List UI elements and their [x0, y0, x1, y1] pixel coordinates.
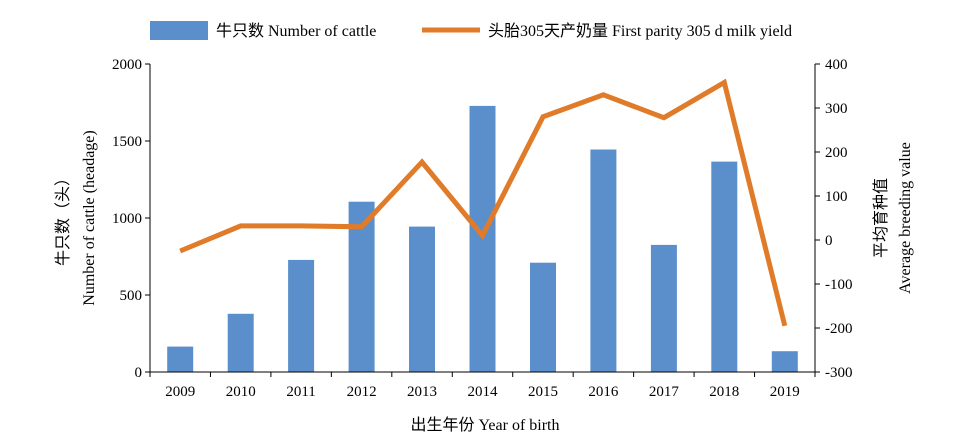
right-axis-title-en: Average breeding value — [897, 142, 914, 294]
left-tick-label: 0 — [135, 365, 143, 381]
x-tick-label: 2014 — [468, 384, 499, 400]
right-tick-label: 200 — [825, 145, 848, 161]
right-tick-label: -200 — [825, 321, 853, 337]
bar-2019 — [771, 351, 798, 372]
bar-2012 — [348, 201, 375, 372]
left-axis-title: 牛只数（头） Number of cattle (headage) — [54, 130, 98, 305]
left-tick-label: 500 — [120, 288, 143, 304]
legend-line-label: 头胎305天产奶量 First parity 305 d milk yield — [488, 22, 792, 40]
right-tick-label: -300 — [825, 365, 853, 381]
tick-labels: 2009 2010 2011 2012 2013 2014 2015 2016 2017 2018… — [112, 57, 853, 400]
right-tick-label: 300 — [825, 101, 848, 117]
bar-2016 — [590, 149, 617, 372]
left-axis-title-en: Number of cattle (headage) — [81, 130, 98, 305]
bar-2018 — [711, 161, 738, 372]
x-tick-label: 2010 — [226, 384, 256, 400]
x-tick-label: 2016 — [588, 384, 619, 400]
x-tick-label: 2015 — [528, 384, 558, 400]
legend-bar-label: 牛只数 Number of cattle — [216, 22, 376, 40]
x-tick-label: 2009 — [165, 384, 195, 400]
bar-2017 — [650, 244, 677, 372]
left-tick-label: 2000 — [112, 57, 142, 73]
right-tick-label: 100 — [825, 189, 848, 205]
right-axis-title: 平均育种值 Average breeding value — [872, 142, 914, 294]
right-axis-title-cn: 平均育种值 — [872, 178, 890, 258]
x-tick-label: 2017 — [649, 384, 680, 400]
bar-2011 — [288, 259, 315, 372]
legend-bar-swatch — [150, 21, 208, 40]
right-tick-label: 400 — [825, 57, 848, 73]
left-axis-title-cn: 牛只数（头） — [54, 170, 72, 266]
x-tick-label: 2013 — [407, 384, 437, 400]
x-axis-title: 出生年份 Year of birth — [410, 416, 559, 434]
bar-2013 — [409, 226, 435, 372]
right-tick-label: 0 — [825, 233, 833, 249]
axes — [145, 63, 820, 377]
line-series — [179, 78, 788, 327]
bar-2010 — [227, 313, 254, 372]
right-tick-label: -100 — [825, 277, 853, 293]
x-tick-label: 2018 — [709, 384, 739, 400]
legend: 牛只数 Number of cattle 头胎305天产奶量 First par… — [150, 21, 792, 40]
x-tick-label: 2019 — [770, 384, 800, 400]
x-tick-label: 2012 — [347, 384, 377, 400]
bar-2015 — [530, 262, 556, 372]
left-tick-label: 1500 — [112, 134, 142, 150]
left-tick-label: 1000 — [112, 211, 142, 227]
bar-2009 — [167, 346, 194, 372]
x-tick-label: 2011 — [286, 384, 315, 400]
